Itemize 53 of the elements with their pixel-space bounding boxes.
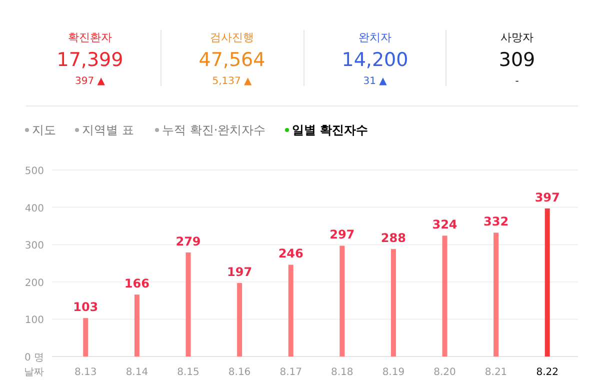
x-tick-label: 8.14 [126, 367, 148, 378]
text: 31 ▲ [363, 76, 388, 87]
data-label: 197 [227, 265, 252, 280]
bar [494, 232, 499, 356]
x-tick-label: 8.15 [177, 367, 200, 378]
x-tick-label: 8.22 [536, 367, 558, 378]
y-tick-label: 100 [24, 315, 44, 326]
text: 확진환자 [68, 31, 112, 44]
bar [83, 318, 88, 356]
bar [544, 208, 550, 356]
x-tick-label: 8.17 [280, 367, 302, 378]
text: 14,200 [342, 49, 408, 71]
x-tick-label: 8.18 [331, 367, 354, 378]
y-tick-label: 400 [24, 203, 44, 214]
data-label: 103 [73, 300, 98, 314]
y-tick-label: 500 [24, 166, 44, 177]
data-label: 397 [534, 190, 560, 204]
data-label: 246 [278, 246, 304, 261]
text: 지역별 표 [82, 123, 134, 137]
text: 사망자 [500, 31, 534, 44]
x-axis-title: 날짜 [24, 367, 44, 378]
text: 완치자 [358, 31, 392, 44]
data-label: 288 [380, 231, 406, 246]
bar [340, 246, 345, 356]
text: 지도 [32, 123, 56, 137]
x-tick-label: 8.19 [382, 367, 405, 378]
bar [237, 283, 242, 356]
text: 누적 확진·완치자수 [162, 123, 266, 137]
bar [288, 264, 294, 356]
x-tick-label: 8.16 [228, 367, 251, 378]
text: 검사진행 [210, 31, 254, 44]
bar [442, 236, 448, 356]
data-label: 166 [124, 276, 150, 291]
text: - [515, 76, 520, 87]
data-label: 324 [432, 218, 458, 232]
bar [186, 252, 191, 356]
y-tick-label: 0 명 [24, 352, 44, 364]
bar [390, 249, 396, 356]
text: 5,137 ▲ [212, 76, 252, 87]
x-tick-label: 8.21 [484, 367, 508, 378]
x-tick-label: 8.13 [74, 367, 97, 378]
text: 397 ▲ [75, 76, 106, 87]
text: 17,399 [56, 49, 124, 71]
data-label: 279 [176, 234, 201, 248]
x-tick-label: 8.20 [434, 367, 456, 378]
text: 일별 확진자수 [292, 123, 368, 137]
text: 47,564 [198, 49, 266, 71]
bar [134, 294, 140, 356]
data-label: 297 [330, 228, 355, 242]
y-tick-label: 300 [24, 240, 44, 252]
data-label: 332 [484, 214, 509, 229]
text: 309 [498, 49, 536, 71]
y-tick-label: 200 [24, 278, 44, 289]
